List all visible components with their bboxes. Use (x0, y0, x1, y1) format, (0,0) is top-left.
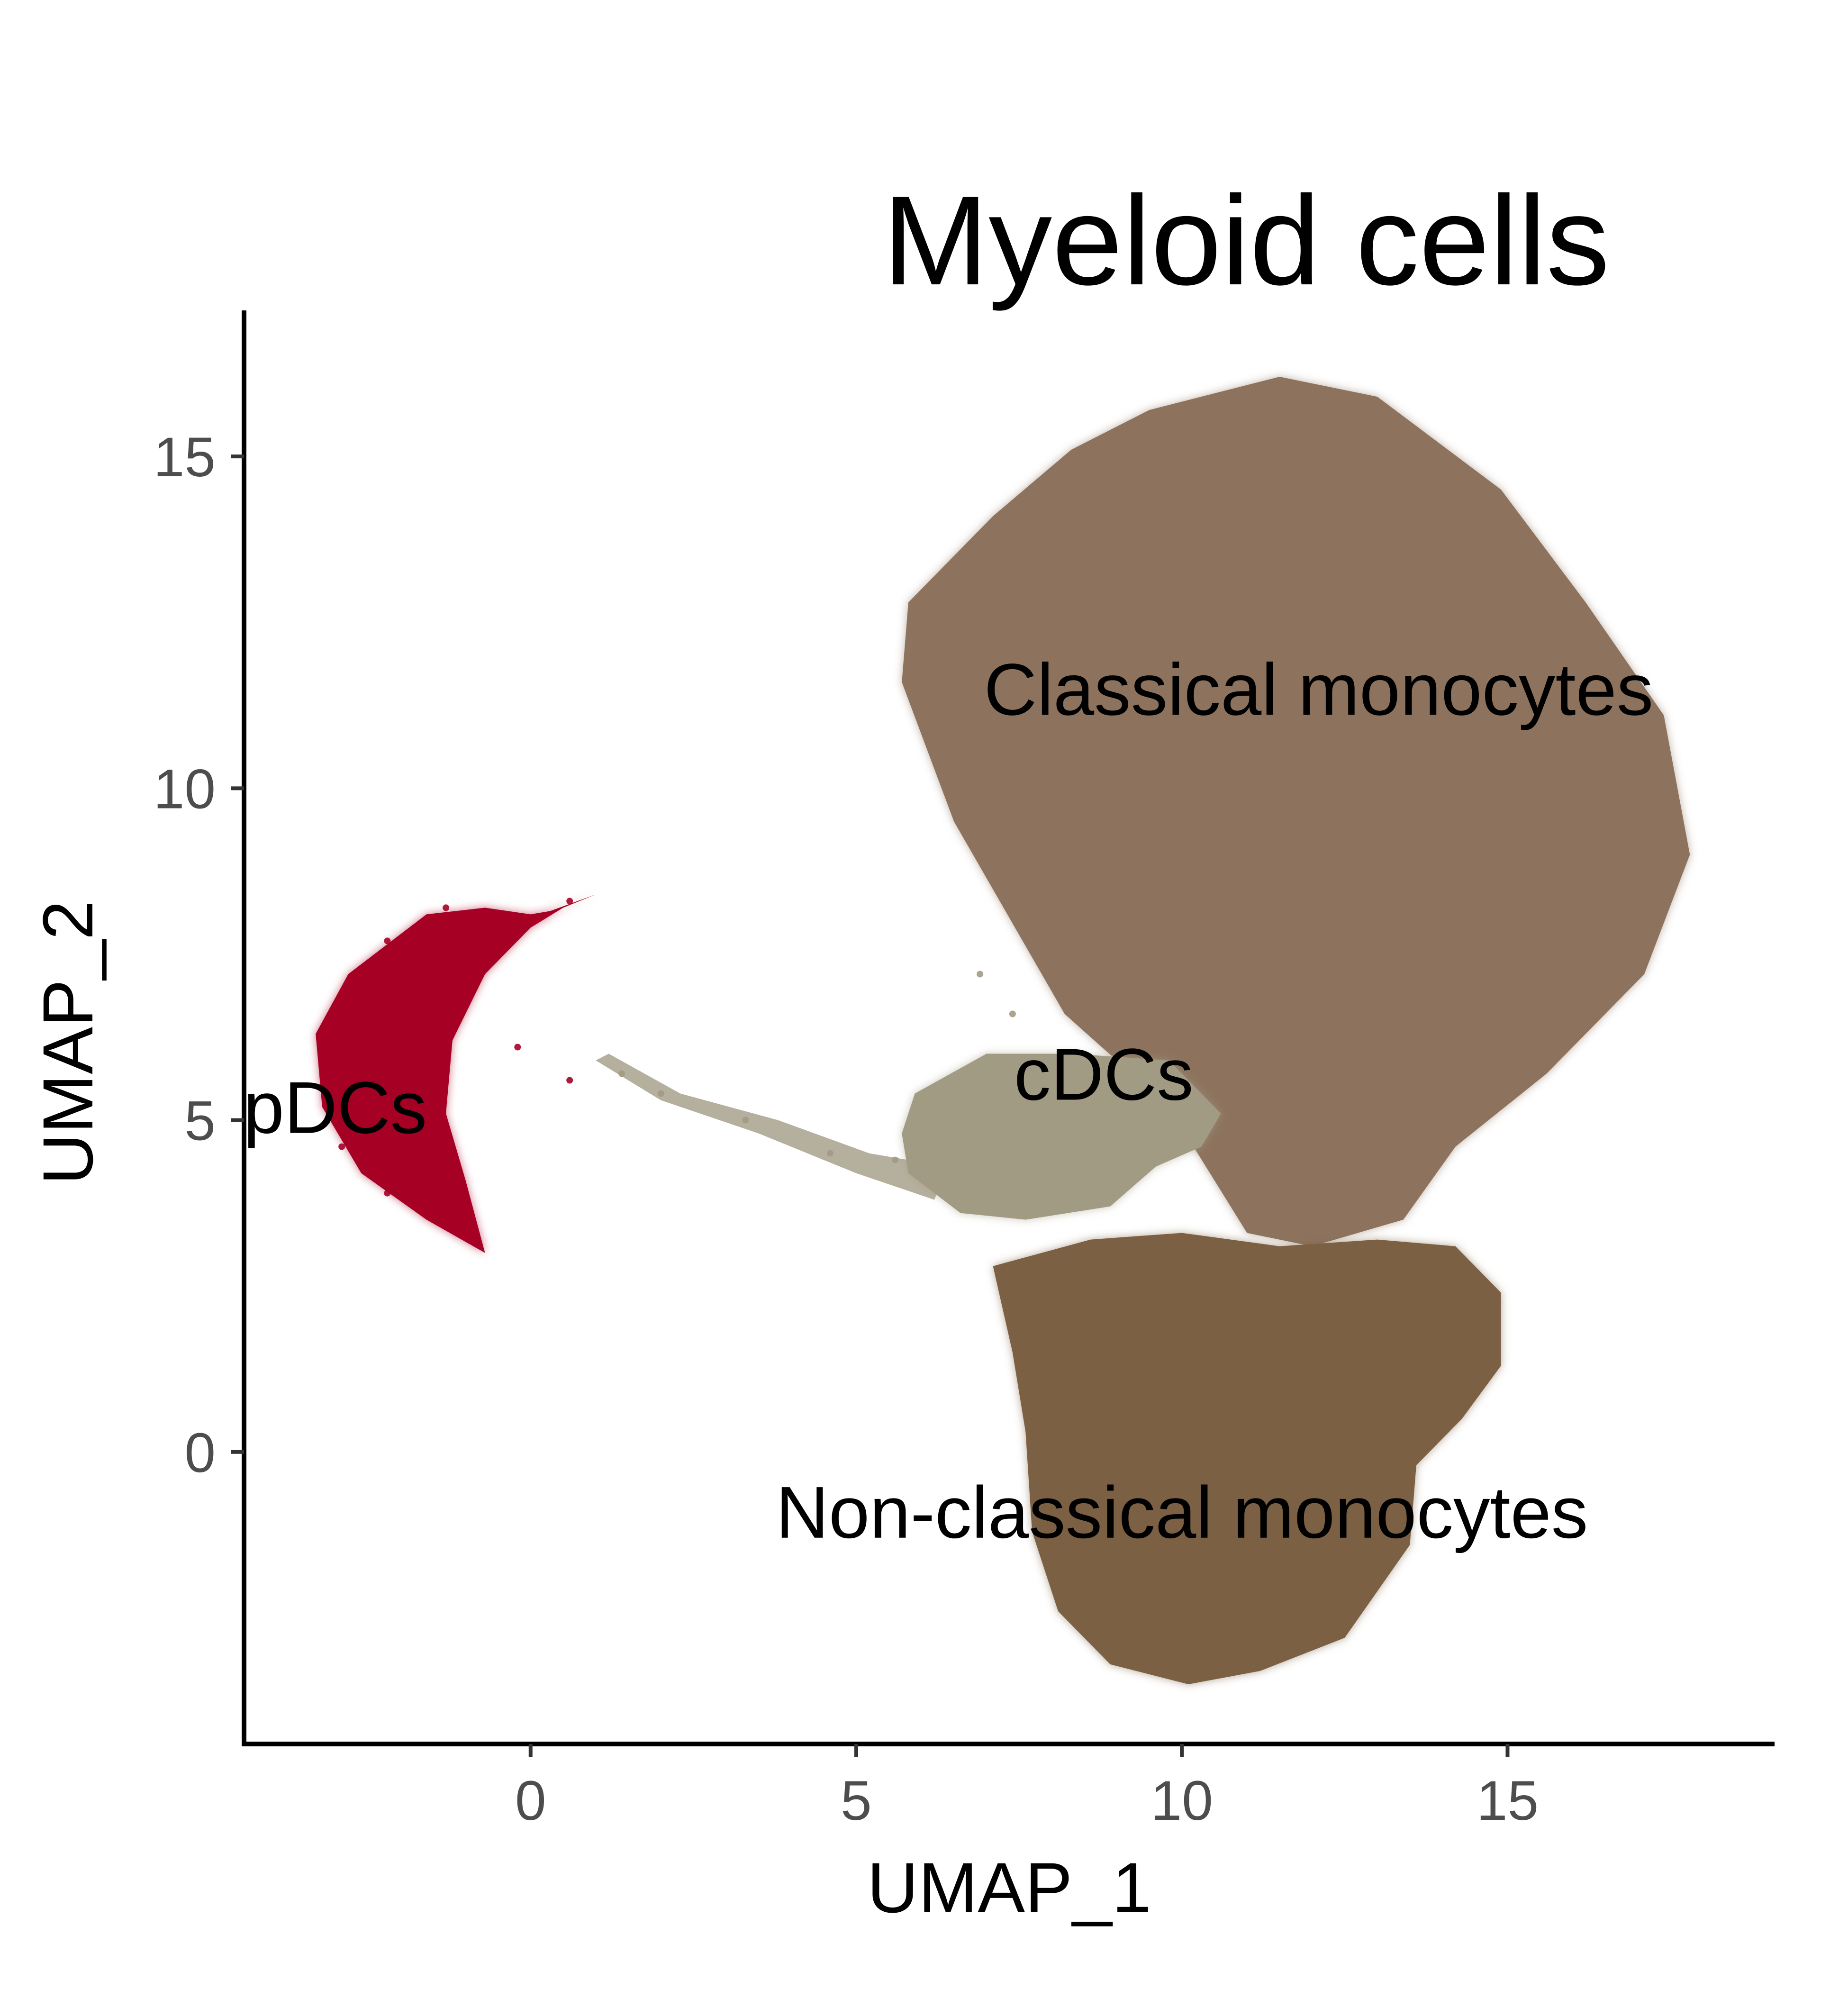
point-cdcs-0 (931, 1103, 938, 1110)
point-non-classical-monocytes-0 (1035, 1289, 1042, 1296)
cluster-classical-monocytes (902, 377, 1690, 1246)
x-tick-label-10: 10 (1151, 1770, 1213, 1832)
point-non-classical-monocytes-11 (1074, 1561, 1081, 1568)
point-classical-monocytes-16 (1113, 599, 1120, 606)
point-classical-monocytes-10 (1348, 1170, 1355, 1177)
point-classical-monocytes-17 (1257, 718, 1264, 726)
point-classical-monocytes-6 (1647, 811, 1654, 818)
point-cdcs-1 (996, 1077, 1003, 1084)
point-classical-monocytes-13 (1048, 825, 1055, 832)
point-cdcs-13 (1009, 1010, 1016, 1017)
point-classical-monocytes-18 (1413, 818, 1420, 825)
cluster-layer (316, 377, 1690, 1684)
y-axis-ticks: 0 5 10 15 (154, 426, 244, 1484)
point-classical-monocytes-11 (1276, 1063, 1283, 1071)
point-pdcs-7 (325, 1077, 332, 1084)
point-non-classical-monocytes-7 (1380, 1501, 1387, 1508)
point-classical-monocytes-19 (1335, 944, 1342, 951)
point-classical-monocytes-14 (977, 705, 984, 712)
point-cdcs-8 (918, 1150, 925, 1157)
point-classical-monocytes-2 (1309, 387, 1316, 394)
point-pdcs-4 (566, 898, 573, 905)
point-non-classical-monocytes-14 (1165, 1369, 1172, 1376)
y-tick-label-10: 10 (154, 758, 216, 820)
point-cdcs-11 (827, 1150, 833, 1157)
x-tick-label-0: 0 (515, 1770, 546, 1832)
cluster-labels: Classical monocytes Non-classical monocyt… (244, 648, 1654, 1553)
point-pdcs-1 (384, 937, 391, 945)
x-tick-label-15: 15 (1477, 1770, 1539, 1832)
point-cdcs-5 (1126, 1156, 1133, 1163)
point-cdcs-2 (1081, 1083, 1088, 1090)
point-classical-monocytes-4 (1537, 546, 1544, 553)
point-classical-monocytes-7 (1615, 944, 1622, 951)
point-cdcs-14 (977, 971, 984, 978)
point-non-classical-monocytes-13 (1048, 1375, 1055, 1382)
cluster-label-non-classical-monocytes: Non-classical monocytes (776, 1471, 1588, 1553)
point-cdcs-3 (1152, 1097, 1160, 1104)
cluster-label-cdcs: cDCs (1014, 1034, 1194, 1116)
point-cdcs-7 (970, 1190, 977, 1197)
cluster-cdcs (596, 971, 1221, 1220)
point-pdcs-5 (469, 964, 476, 971)
cluster-body-classical-monocytes (902, 377, 1690, 1246)
point-cdcs-12 (618, 1070, 625, 1077)
point-non-classical-monocytes-5 (1471, 1369, 1478, 1376)
point-classical-monocytes-3 (1439, 453, 1446, 460)
y-tick-label-5: 5 (184, 1090, 216, 1153)
cluster-body-cdcs (902, 1054, 1221, 1220)
point-cdcs-10 (742, 1117, 749, 1124)
x-axis-ticks: 0 5 10 15 (515, 1744, 1539, 1832)
point-non-classical-monocytes-15 (1283, 1389, 1290, 1396)
x-tick-label-5: 5 (841, 1770, 872, 1832)
point-non-classical-monocytes-1 (1133, 1256, 1140, 1263)
point-non-classical-monocytes-8 (1328, 1594, 1335, 1601)
point-non-classical-monocytes-9 (1231, 1641, 1238, 1648)
point-pdcs-12 (371, 1090, 378, 1097)
point-cdcs-9 (657, 1090, 664, 1097)
y-tick-label-15: 15 (154, 426, 216, 489)
point-pdcs-2 (443, 904, 450, 911)
point-classical-monocytes-8 (1517, 1050, 1524, 1057)
point-non-classical-monocytes-10 (1133, 1627, 1140, 1635)
point-cdcs-15 (892, 1156, 899, 1163)
cluster-label-classical-monocytes: Classical monocytes (984, 648, 1654, 730)
point-classical-monocytes-0 (1081, 460, 1088, 467)
cluster-pdcs (316, 894, 596, 1253)
point-pdcs-9 (384, 1190, 391, 1197)
chart-title: Myeloid cells (883, 169, 1610, 312)
point-non-classical-monocytes-12 (1048, 1475, 1055, 1482)
cluster-body-pdcs (316, 894, 596, 1253)
point-classical-monocytes-1 (1191, 400, 1198, 407)
cluster-body-non-classical-monocytes (993, 1233, 1501, 1684)
point-pdcs-8 (338, 1143, 345, 1150)
point-pdcs-14 (566, 1077, 573, 1084)
cluster-tail-cdcs (596, 1054, 948, 1200)
point-pdcs-10 (449, 1223, 456, 1230)
point-non-classical-monocytes-4 (1458, 1296, 1466, 1303)
y-axis-title: UMAP_2 (28, 900, 108, 1185)
point-non-classical-monocytes-3 (1361, 1269, 1368, 1276)
cluster-non-classical-monocytes (993, 1233, 1501, 1684)
point-classical-monocytes-9 (1426, 1117, 1433, 1124)
point-pdcs-3 (507, 917, 515, 925)
point-pdcs-11 (429, 1130, 436, 1137)
point-non-classical-monocytes-6 (1426, 1422, 1433, 1429)
point-cdcs-6 (1048, 1190, 1055, 1197)
point-pdcs-13 (514, 1044, 521, 1051)
point-non-classical-monocytes-16 (1217, 1501, 1224, 1508)
point-pdcs-0 (338, 997, 345, 1004)
point-cdcs-4 (1191, 1130, 1198, 1137)
point-classical-monocytes-5 (1602, 665, 1609, 672)
point-classical-monocytes-15 (944, 612, 951, 619)
point-pdcs-6 (423, 1037, 430, 1044)
cluster-label-pdcs: pDCs (244, 1067, 427, 1149)
x-axis-title: UMAP_1 (867, 1848, 1151, 1927)
point-non-classical-monocytes-2 (1243, 1262, 1250, 1270)
y-tick-label-0: 0 (184, 1422, 216, 1484)
point-non-classical-monocytes-17 (1348, 1342, 1355, 1349)
point-classical-monocytes-12 (1178, 957, 1186, 964)
